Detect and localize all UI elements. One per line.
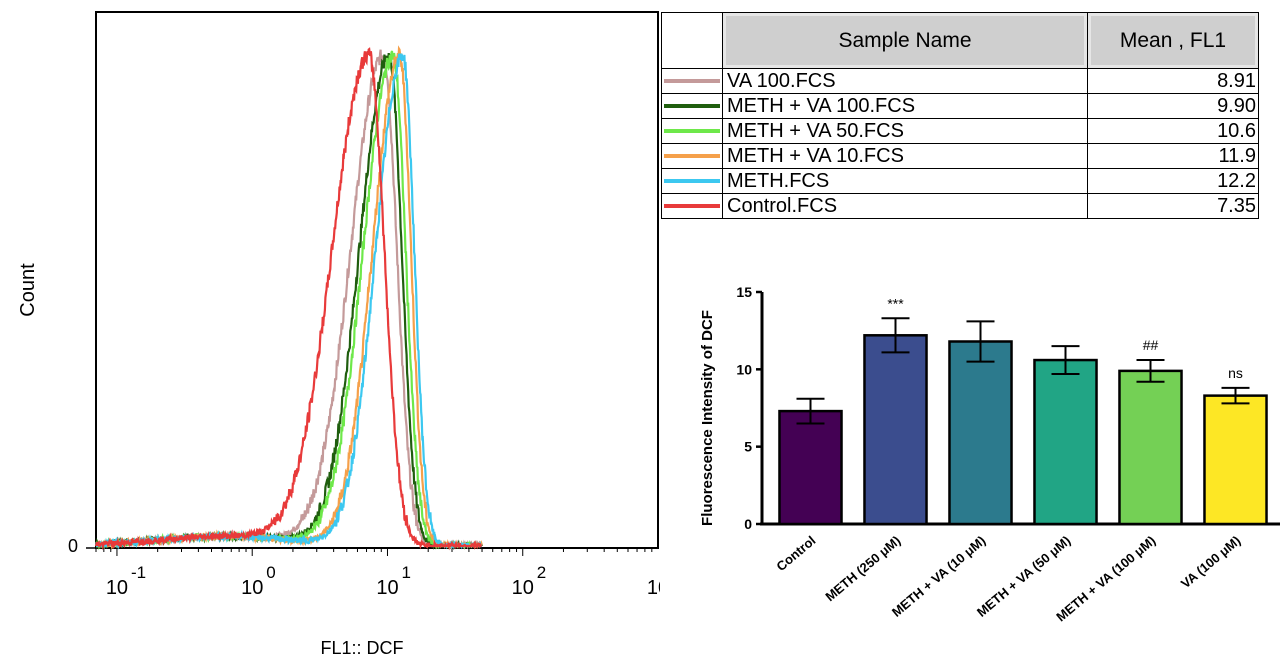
sample-name-cell: VA 100.FCS [722,68,1088,94]
bar [948,340,1013,526]
bar-chart-y-tick-label: 15 [736,284,752,300]
bar-category-label: Control [773,533,818,574]
table-row: METH + VA 100.FCS 9.90 [661,93,1259,119]
histogram-chart: 0 Count FL1:: DCF 10-1100101102103 [17,11,660,658]
mean-value-cell: 9.90 [1087,93,1259,119]
significance-label: *** [887,295,904,311]
histogram-x-tick-label: 10 [512,577,534,599]
bar [1203,394,1268,526]
bar [778,409,843,526]
bar-chart-y-tick-label: 5 [744,439,752,455]
legend-swatch [664,104,720,108]
sample-legend-table: Sample Name Mean , FL1 VA 100.FCS 8.91 M… [661,12,1259,219]
bar [863,334,928,526]
histogram-x-tick-label: 10 [376,577,398,599]
histogram-x-tick-label: 10 [647,577,660,599]
bar-chart-y-ticks: 0 5 10 15 [736,284,762,532]
table-row: VA 100.FCS 8.91 [661,68,1259,94]
histogram-curve [95,45,483,551]
histogram-x-tick-exponent: 2 [537,563,546,582]
bar-chart: Fluorescence Intensity of DCF 0 5 10 15 ***… [699,284,1280,625]
histogram-curve [95,49,483,551]
table-header-blank [661,12,723,69]
histogram-x-tick-exponent: -1 [131,563,146,582]
sample-name-cell: METH.FCS [722,168,1088,194]
legend-table: Sample Name Mean , FL1 VA 100.FCS 8.91 M… [661,12,1259,219]
bar-chart-bars: *** ## ns [778,295,1268,526]
table-header-mean: Mean , FL1 [1087,12,1259,69]
mean-value-cell: 7.35 [1087,193,1259,219]
legend-swatch-cell [661,143,723,169]
legend-swatch-cell [661,168,723,194]
histogram-curve [95,52,483,551]
histogram-x-tick-label: 10 [106,577,128,599]
mean-value-cell: 10.6 [1087,118,1259,144]
bar-chart-x-tick-labels: Control METH (250 μM)METH + VA (10 μM)MET… [773,533,1243,625]
bar-chart-ylabel: Fluorescence Intensity of DCF [699,310,716,526]
table-row: METH + VA 10.FCS 11.9 [661,143,1259,169]
sample-name-cell: Control.FCS [722,193,1088,219]
legend-swatch [664,129,720,133]
legend-swatch [664,204,720,208]
sample-name-cell: METH + VA 50.FCS [722,118,1088,144]
sample-name-cell: METH + VA 10.FCS [722,143,1088,169]
significance-label: ## [1143,337,1159,353]
histogram-y-zero-label: 0 [68,536,78,556]
bar-chart-y-tick-label: 0 [744,516,752,532]
histogram-x-tick-label: 10 [241,577,263,599]
histogram-curve [94,53,483,550]
bar-category-label: METH (250 μM) [822,533,903,604]
histogram-x-tick-labels: 10-1100101102103 [106,563,660,599]
bar [1033,358,1098,526]
bar [1118,369,1183,526]
histogram-curves [94,45,483,551]
legend-swatch [664,79,720,83]
bar-chart-y-tick-label: 10 [736,361,752,377]
legend-swatch-cell [661,193,723,219]
histogram-curve [94,47,483,551]
histogram-minor-ticks [95,548,653,556]
legend-swatch-cell [661,93,723,119]
legend-swatch-cell [661,68,723,94]
table-header-sample-name: Sample Name [722,12,1088,69]
mean-value-cell: 12.2 [1087,168,1259,194]
bar-category-label: METH + VA (10 μM) [889,533,989,620]
significance-label: ns [1228,365,1243,381]
histogram-x-tick-exponent: 0 [266,563,275,582]
legend-swatch [664,179,720,183]
mean-value-cell: 8.91 [1087,68,1259,94]
histogram-xlabel: FL1:: DCF [320,638,403,658]
table-row: Control.FCS 7.35 [661,193,1259,219]
sample-name-cell: METH + VA 100.FCS [722,93,1088,119]
bar-category-label: VA (100 μM) [1178,533,1244,591]
table-row: METH + VA 50.FCS 10.6 [661,118,1259,144]
histogram-ylabel: Count [17,263,39,317]
histogram-curve [95,50,483,551]
legend-swatch [664,154,720,158]
legend-swatch-cell [661,118,723,144]
histogram-x-tick-exponent: 1 [401,563,410,582]
table-row: METH.FCS 12.2 [661,168,1259,194]
mean-value-cell: 11.9 [1087,143,1259,169]
bar-category-label: METH + VA (50 μM) [974,533,1074,620]
